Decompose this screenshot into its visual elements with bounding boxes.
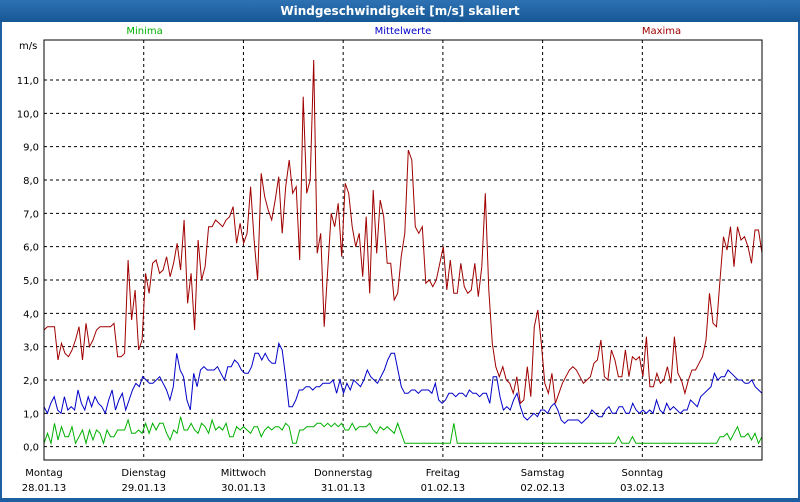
x-day-label: Freitag [426, 468, 460, 479]
x-date-label: 30.01.13 [221, 483, 266, 494]
y-tick-label: 11,0 [17, 76, 39, 87]
window-title: Windgeschwindigkeit [m/s] skaliert [0, 0, 800, 22]
x-date-label: 03.02.13 [620, 483, 665, 494]
legend-entry-minima: Minima [126, 26, 162, 37]
x-date-label: 02.02.13 [520, 483, 565, 494]
y-tick-label: 0,0 [23, 443, 39, 454]
x-day-label: Dienstag [121, 468, 166, 479]
x-day-label: Samstag [521, 468, 565, 479]
x-day-label: Mittwoch [221, 468, 266, 479]
x-date-label: 29.01.13 [121, 483, 166, 494]
y-tick-label: 1,0 [23, 409, 39, 420]
x-day-label: Sonntag [622, 468, 664, 479]
y-tick-label: 7,0 [23, 209, 39, 220]
series-line-mittelwerte [43, 341, 763, 424]
plot-border [43, 39, 763, 461]
x-date-label: 28.01.13 [22, 483, 67, 494]
x-date-label: 31.01.13 [321, 483, 366, 494]
chart-frame: 0,0 1,0 2,0 3,0 4,0 5,0 6,0 7,0 8,0 9,0 10,0 11,0 M… [2, 22, 798, 498]
legend-entry-maxima: Maxima [642, 26, 681, 37]
y-tick-label: 10,0 [17, 109, 39, 120]
y-tick-label: 2,0 [23, 376, 39, 387]
series-line-minima [43, 416, 763, 446]
y-tick-label: 5,0 [23, 276, 39, 287]
y-tick-label: 8,0 [23, 176, 39, 187]
x-day-label: Donnerstag [314, 468, 372, 479]
y-tick-label: 6,0 [23, 243, 39, 254]
x-day-label: Montag [25, 468, 62, 479]
chart-svg: 0,0 1,0 2,0 3,0 4,0 5,0 6,0 7,0 8,0 9,0 10,0 11,0 M… [2, 22, 798, 498]
legend-entry-mittelwerte: Mittelwerte [375, 26, 432, 37]
y-tick-label: 3,0 [23, 343, 39, 354]
x-date-label: 01.02.13 [421, 483, 466, 494]
y-tick-label: 9,0 [23, 143, 39, 154]
y-tick-label: 4,0 [23, 309, 39, 320]
y-axis-label: m/s [19, 41, 37, 52]
series-line-maxima [43, 59, 763, 405]
